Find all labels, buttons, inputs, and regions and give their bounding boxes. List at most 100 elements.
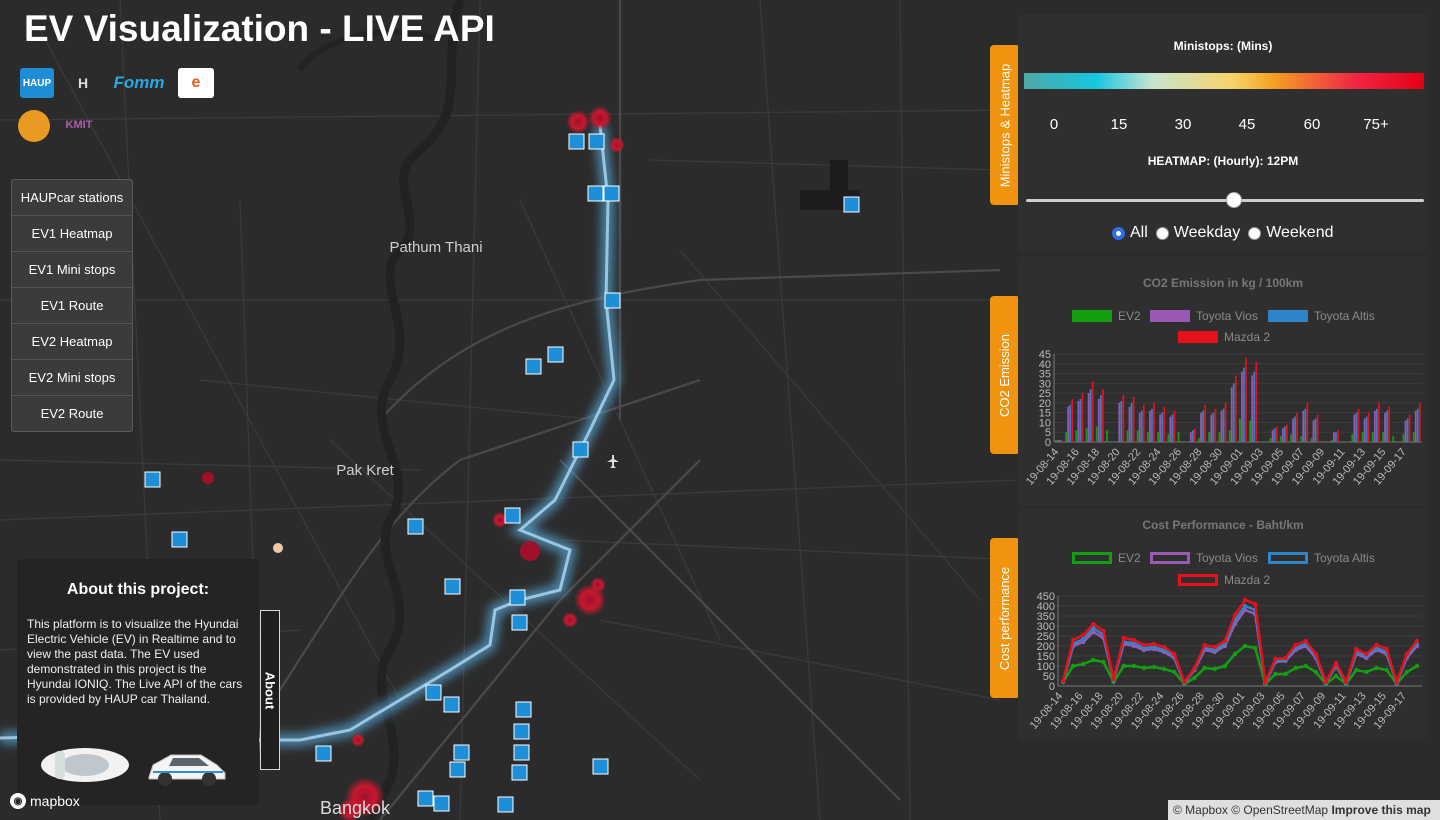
bar-ev2[interactable] [1351, 434, 1354, 442]
point-mazda-2[interactable] [1313, 651, 1319, 657]
point-mazda-2[interactable] [1232, 612, 1238, 618]
bar-ev2[interactable] [1402, 434, 1405, 442]
bar-toyota-vios[interactable] [1281, 428, 1284, 442]
co2-legend-ev2[interactable]: EV2 [1072, 309, 1141, 323]
point-mazda-2[interactable] [1333, 660, 1339, 666]
bar-toyota-altis[interactable] [1253, 371, 1256, 442]
bar-toyota-altis[interactable] [1089, 389, 1092, 442]
layer-haupcar-stations-button[interactable]: HAUPcar stations [12, 180, 132, 216]
point-ev2[interactable] [1091, 657, 1096, 663]
point-mazda-2[interactable] [1384, 646, 1389, 652]
bar-mazda-2[interactable] [1091, 381, 1094, 442]
bar-toyota-altis[interactable] [1273, 428, 1276, 442]
bar-toyota-vios[interactable] [1220, 410, 1223, 442]
point-ev2[interactable] [1364, 669, 1369, 675]
bar-ev2[interactable] [1382, 432, 1384, 442]
bar-toyota-altis[interactable] [1335, 432, 1337, 442]
bar-mazda-2[interactable] [1173, 410, 1176, 442]
point-mazda-2[interactable] [1172, 651, 1177, 657]
bar-ev2[interactable] [1177, 432, 1180, 442]
point-mazda-2[interactable] [1414, 638, 1420, 644]
point-mazda-2[interactable] [1394, 679, 1399, 685]
bar-mazda-2[interactable] [1357, 408, 1360, 442]
bar-mazda-2[interactable] [1122, 395, 1125, 442]
bar-ev2[interactable] [1290, 434, 1292, 442]
bar-toyota-vios[interactable] [1353, 414, 1356, 442]
bar-toyota-altis[interactable] [1386, 410, 1388, 442]
co2-legend-mazda-2[interactable]: Mazda 2 [1178, 330, 1270, 344]
day-filter-weekend-radio[interactable]: Weekend [1248, 224, 1334, 242]
point-mazda-2[interactable] [1283, 655, 1288, 661]
point-ev2[interactable] [1283, 671, 1288, 677]
point-mazda-2[interactable] [1101, 628, 1106, 634]
bar-toyota-vios[interactable] [1067, 406, 1070, 442]
bar-toyota-vios[interactable] [1312, 420, 1315, 442]
mapbox-logo[interactable]: ◉ mapbox [10, 793, 80, 809]
bar-mazda-2[interactable] [1224, 402, 1227, 442]
bar-toyota-vios[interactable] [1159, 414, 1162, 442]
bar-mazda-2[interactable] [1194, 428, 1196, 442]
point-ev2[interactable] [1273, 671, 1278, 677]
bar-toyota-vios[interactable] [1087, 393, 1090, 442]
day-filter-weekday-radio[interactable]: Weekday [1155, 224, 1240, 242]
bar-ev2[interactable] [1310, 438, 1313, 442]
bar-toyota-altis[interactable] [1120, 400, 1123, 442]
bar-ev2[interactable] [1198, 438, 1200, 442]
bar-mazda-2[interactable] [1255, 361, 1258, 442]
bar-toyota-vios[interactable] [1241, 371, 1243, 442]
bar-toyota-altis[interactable] [1294, 416, 1296, 442]
point-mazda-2[interactable] [1354, 646, 1359, 652]
bar-toyota-vios[interactable] [1118, 402, 1121, 442]
bar-toyota-vios[interactable] [1414, 410, 1417, 442]
bar-mazda-2[interactable] [1132, 397, 1135, 442]
bar-mazda-2[interactable] [1142, 404, 1145, 442]
bar-toyota-altis[interactable] [1161, 412, 1164, 442]
bar-toyota-altis[interactable] [1212, 412, 1215, 442]
bar-mazda-2[interactable] [1061, 440, 1063, 442]
bar-mazda-2[interactable] [1153, 402, 1155, 442]
bar-toyota-vios[interactable] [1292, 418, 1294, 442]
bar-toyota-altis[interactable] [1376, 408, 1378, 442]
improve-map-link[interactable]: Improve this map [1331, 803, 1431, 817]
point-mazda-2[interactable] [1151, 641, 1157, 647]
bar-ev2[interactable] [1228, 430, 1231, 442]
point-mazda-2[interactable] [1202, 642, 1207, 648]
bar-toyota-altis[interactable] [1232, 383, 1235, 442]
bar-toyota-vios[interactable] [1373, 410, 1376, 442]
point-mazda-2[interactable] [1263, 679, 1268, 685]
bar-ev2[interactable] [1412, 432, 1415, 442]
bar-mazda-2[interactable] [1081, 393, 1084, 442]
bar-toyota-altis[interactable] [1314, 418, 1317, 442]
haupcar-station-markers[interactable] [144, 133, 860, 813]
point-mazda-2[interactable] [1111, 676, 1116, 682]
bar-mazda-2[interactable] [1337, 430, 1339, 442]
point-ev2[interactable] [1081, 661, 1086, 667]
bar-mazda-2[interactable] [1316, 414, 1319, 442]
bar-ev2[interactable] [1371, 432, 1374, 442]
point-ev2[interactable] [1354, 667, 1359, 673]
point-ev2[interactable] [1384, 667, 1389, 673]
bar-toyota-altis[interactable] [1304, 408, 1307, 442]
layer-ev2-mini-stops-button[interactable]: EV2 Mini stops [12, 360, 132, 396]
point-mazda-2[interactable] [1161, 644, 1167, 650]
point-ev2[interactable] [1293, 665, 1298, 671]
point-ev2[interactable] [1252, 645, 1258, 651]
bar-toyota-altis[interactable] [1192, 430, 1194, 442]
cost-performance-tab[interactable]: Cost performance [990, 538, 1020, 698]
bar-toyota-vios[interactable] [1138, 412, 1141, 442]
heatmap-hour-slider-thumb[interactable] [1225, 192, 1242, 208]
point-ev2[interactable] [1303, 663, 1308, 669]
bar-mazda-2[interactable] [1204, 404, 1207, 442]
bar-toyota-vios[interactable] [1077, 400, 1080, 442]
point-ev2[interactable] [1192, 675, 1197, 681]
point-ev2[interactable] [1101, 659, 1106, 665]
point-mazda-2[interactable] [1252, 601, 1258, 607]
point-ev2[interactable] [1414, 663, 1420, 669]
bar-toyota-vios[interactable] [1384, 412, 1386, 442]
bar-ev2[interactable] [1331, 440, 1333, 442]
point-mazda-2[interactable] [1060, 678, 1066, 684]
bar-ev2[interactable] [1136, 430, 1139, 442]
ministops-heatmap-tab[interactable]: Ministops & Heatmap [990, 45, 1020, 205]
point-mazda-2[interactable] [1222, 638, 1228, 644]
bar-ev2[interactable] [1157, 432, 1159, 442]
